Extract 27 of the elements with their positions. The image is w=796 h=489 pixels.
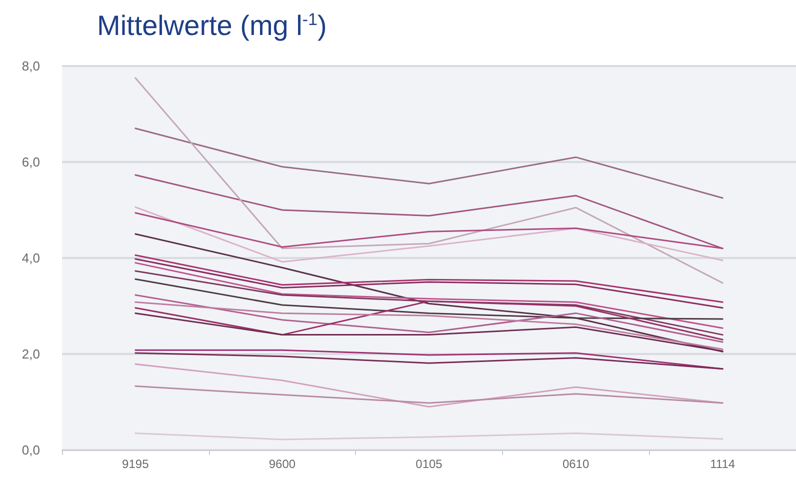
- y-tick-label: 2,0: [22, 346, 40, 362]
- line-series: [134, 432, 724, 440]
- y-tick-label: 8,0: [22, 58, 40, 74]
- line-series: [134, 301, 724, 350]
- x-tick-label: 9600: [268, 457, 296, 471]
- line-series: [134, 312, 724, 352]
- x-tick-label: 1114: [710, 457, 736, 471]
- line-series: [134, 128, 724, 199]
- x-tick-label: 9195: [122, 457, 150, 471]
- line-series: [134, 254, 724, 303]
- line-series: [134, 363, 724, 408]
- line-series: [134, 206, 724, 263]
- line-series: [134, 174, 724, 250]
- line-series: [134, 270, 724, 336]
- y-tick-label: 6,0: [22, 154, 40, 170]
- line-series: [134, 258, 724, 309]
- y-tick-label: 0,0: [22, 442, 40, 458]
- line-series: [134, 212, 724, 250]
- y-tick-label: 4,0: [22, 250, 40, 266]
- x-tick-label: 0610: [562, 457, 590, 471]
- line-series: [134, 385, 724, 404]
- line-series: [134, 233, 724, 352]
- line-series: [134, 300, 724, 340]
- line-series: [134, 77, 724, 284]
- line-series: [134, 294, 724, 343]
- line-series: [134, 262, 724, 329]
- x-tick-label: 0105: [416, 457, 443, 471]
